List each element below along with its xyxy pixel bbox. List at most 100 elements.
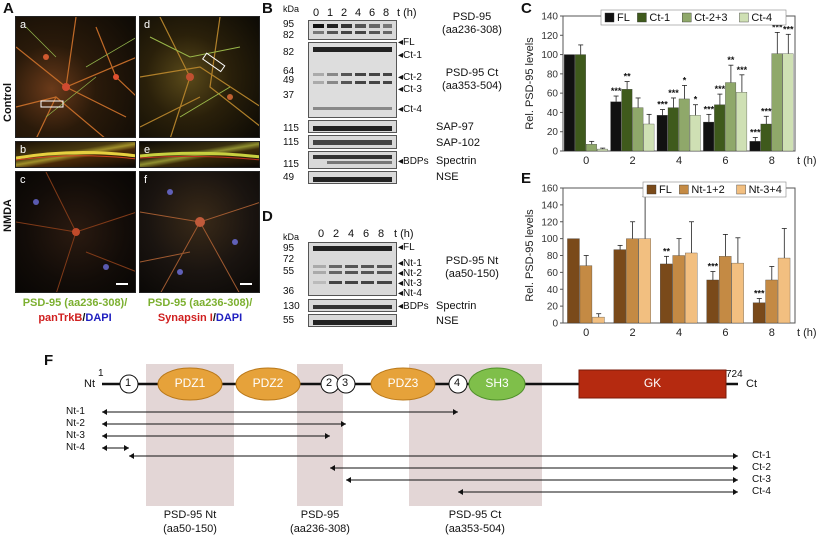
c-bar-FL-8 <box>749 141 761 152</box>
e-annotation-0: ** <box>663 246 671 256</box>
e-ytick-label-0: 0 <box>552 319 558 330</box>
e-bar-Nt-1+2-6 <box>718 256 732 324</box>
bands-b-nse <box>313 177 392 182</box>
c-annotation-1: ** <box>624 72 632 82</box>
b-band-fl: ◂FL <box>398 37 415 48</box>
bands-b-sap102 <box>313 140 392 145</box>
b-time-2: 2 <box>341 7 348 19</box>
e-annotation-1: *** <box>708 262 719 272</box>
e-legend-box <box>642 181 787 198</box>
b-mw-49b: 49 <box>283 172 295 183</box>
domain-pdz1 <box>157 367 223 401</box>
panel-e-label: E <box>521 170 532 187</box>
d-time-1: 2 <box>333 228 340 240</box>
b-mw-115a: 115 <box>283 123 299 134</box>
e-xtick-label-0: 0 <box>583 327 589 339</box>
c-legend-label-Ct-4: Ct-4 <box>751 12 772 24</box>
d-band-fl: ◂FL <box>398 242 415 253</box>
blot-d-nse <box>308 314 397 327</box>
e-ytick-label-3: 60 <box>547 268 559 279</box>
caption-right-sep: / <box>212 312 216 324</box>
c-bar-Ct-2+3-2 <box>632 107 644 152</box>
c-legend-label-Ct-1: Ct-1 <box>649 12 670 24</box>
blot-b-ct <box>308 42 397 118</box>
e-legend-swatch-Nt-3+4 <box>736 184 746 195</box>
b-band-ct1: ◂Ct-1 <box>398 50 422 61</box>
caption-left-sep: / <box>82 312 86 324</box>
b-label-sap102: SAP-102 <box>436 137 481 149</box>
b-tunit: t (h) <box>397 7 417 19</box>
c-ytick-label-1: 20 <box>547 127 559 138</box>
c-legend-swatch-Ct-4 <box>739 12 749 23</box>
b-mw-49: 49 <box>283 75 295 86</box>
b-time-0: 0 <box>313 7 320 19</box>
c-annotation-13: *** <box>783 24 794 34</box>
e-bar-Nt-1+2-2 <box>626 238 639 324</box>
bands-b-ct <box>313 47 392 110</box>
f-sh3: SH3 <box>485 376 509 390</box>
b-mw-115b: 115 <box>283 137 299 148</box>
e-bar-Nt-1+2-8 <box>765 279 778 324</box>
e-xtick-label-4: 4 <box>676 327 682 339</box>
c-ytick-label-2: 40 <box>547 108 559 119</box>
b-label-sap97: SAP-97 <box>436 121 474 133</box>
e-ylabel: Rel. PSD-95 levels <box>524 209 536 302</box>
f-start: 1 <box>98 368 104 379</box>
c-bar-Ct-1-0 <box>575 54 586 152</box>
d-mw-55b: 55 <box>283 315 295 326</box>
micrograph-b: b <box>15 141 136 168</box>
e-ytick-label-5: 100 <box>541 234 558 245</box>
e-ytick-label-1: 20 <box>547 302 559 313</box>
f-ct1: Ct-1 <box>752 450 771 461</box>
c-legend-swatch-Ct-2+3 <box>681 12 692 23</box>
caption-left: PSD-95 (aa236-308)/ panTrkB/DAPI <box>10 296 140 326</box>
caption-left-green: PSD-95 (aa236-308)/ <box>22 297 128 309</box>
blot-d-spectrin <box>308 299 397 312</box>
bands-d-spectrin <box>313 305 392 309</box>
chart-c: 0 20 40 60 80 100 120 140 Rel. PSD-95 levels 0 2 4 6… <box>524 9 817 167</box>
caption-right: PSD-95 (aa236-308)/ Synapsin I/DAPI <box>134 296 266 326</box>
caption-right-red: Synapsin I <box>157 312 213 324</box>
d-mw-55: 55 <box>283 266 295 277</box>
c-annotation-2: *** <box>657 100 668 110</box>
d-band-nt2: ◂Nt-2 <box>398 268 422 279</box>
c-legend-swatch-FL <box>604 12 615 23</box>
d-mw-95: 95 <box>283 243 295 254</box>
neuron-network-c <box>16 172 135 292</box>
c-annotation-8: ** <box>727 55 735 65</box>
f-pdz1: PDZ1 <box>174 376 206 390</box>
f-epitope-nt: PSD-95 Nt (aa50-150) <box>163 509 217 535</box>
d-time-0: 0 <box>318 228 325 240</box>
e-bar-FL-4 <box>660 263 673 324</box>
c-bar-Ct-1-2 <box>621 89 633 152</box>
c-bar-Ct-1-8 <box>760 123 772 152</box>
micrograph-f: f <box>139 171 260 293</box>
c-xtick-label-4: 4 <box>676 155 682 167</box>
c-ylabel: Rel. PSD-95 levels <box>524 37 536 130</box>
d-band-nt1: ◂Nt-1 <box>398 258 422 269</box>
e-legend-swatch-Nt-1+2 <box>679 184 689 195</box>
b-label-spectrin: Spectrin <box>436 155 477 167</box>
e-ytick-label-6: 120 <box>541 217 558 228</box>
e-bar-Nt-1+2-0 <box>579 265 593 324</box>
f-nt: Nt <box>84 378 95 390</box>
neuron-network-d <box>140 17 259 137</box>
e-annotation-2: *** <box>754 289 765 299</box>
panel-d-label: D <box>262 208 273 225</box>
c-ytick-label-7: 140 <box>541 12 558 23</box>
c-ytick-label-5: 100 <box>541 50 558 61</box>
domain-gk <box>578 369 727 399</box>
blot-b-sap97 <box>308 120 397 133</box>
panel-c-label: C <box>521 0 532 17</box>
c-legend-swatch-Ct-1 <box>637 12 647 23</box>
c-bar-Ct-2+3-6 <box>725 82 737 152</box>
domain-pdz3 <box>370 367 436 401</box>
d-label-nse: NSE <box>436 315 459 327</box>
sub-label-a: a <box>20 19 27 31</box>
b-time-5: 8 <box>383 7 390 19</box>
f-nt3: Nt-3 <box>66 430 85 441</box>
d-label-spectrin: Spectrin <box>436 300 477 312</box>
e-bar-FL-2 <box>613 249 626 324</box>
e-ytick-label-4: 80 <box>547 251 559 262</box>
e-bar-Nt-3+4-8 <box>777 257 791 324</box>
